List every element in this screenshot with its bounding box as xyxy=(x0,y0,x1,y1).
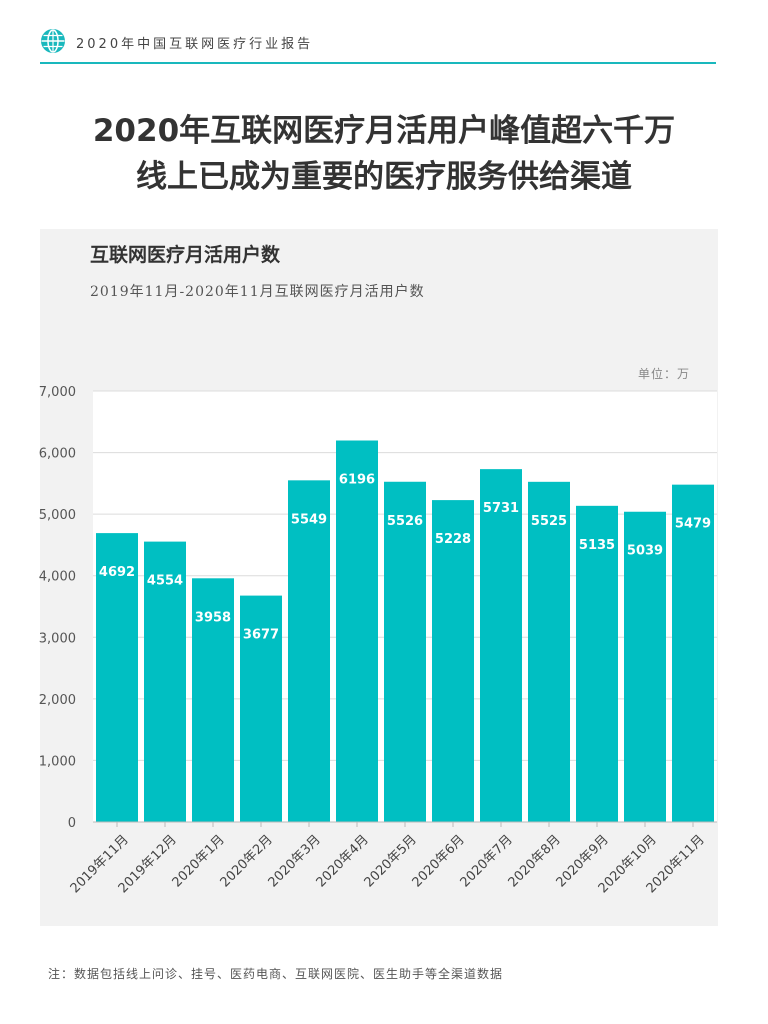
report-header: 2020年中国互联网医疗行业报告 xyxy=(40,28,716,64)
bar xyxy=(576,505,618,822)
y-tick-label: 4,000 xyxy=(39,570,76,585)
report-title: 2020年中国互联网医疗行业报告 xyxy=(76,37,314,52)
page-headline: 2020年互联网医疗月活用户峰值超六千万 线上已成为重要的医疗服务供给渠道 xyxy=(0,108,768,200)
bar xyxy=(672,484,714,822)
bar-value-label: 5526 xyxy=(387,514,423,529)
bar-value-label: 5039 xyxy=(627,544,663,559)
headline-line-1: 2020年互联网医疗月活用户峰值超六千万 xyxy=(92,113,676,149)
chart-title: 互联网医疗月活用户数 xyxy=(90,244,281,266)
globe-icon xyxy=(41,29,65,53)
y-tick-label: 2,000 xyxy=(39,693,76,708)
chart-subtitle: 2019年11月-2020年11月互联网医疗月活用户数 xyxy=(90,284,425,300)
y-tick-label: 0 xyxy=(68,816,76,831)
y-tick-label: 6,000 xyxy=(39,447,76,462)
footnote: 注：数据包括线上问诊、挂号、医药电商、互联网医院、医生助手等全渠道数据 xyxy=(48,967,504,981)
unit-label: 单位：万 xyxy=(638,367,691,381)
header-divider xyxy=(40,62,716,64)
bar xyxy=(432,500,474,822)
y-tick-label: 5,000 xyxy=(39,508,76,523)
bar-value-label: 5228 xyxy=(435,532,471,547)
y-tick-label: 7,000 xyxy=(39,385,76,400)
headline-line-2: 线上已成为重要的医疗服务供给渠道 xyxy=(136,159,632,195)
bar xyxy=(336,440,378,822)
bar xyxy=(528,481,570,822)
bar xyxy=(144,541,186,822)
bar xyxy=(624,511,666,822)
bar-value-label: 5135 xyxy=(579,538,615,553)
bar xyxy=(480,469,522,822)
bar-value-label: 5549 xyxy=(291,512,327,527)
y-tick-label: 1,000 xyxy=(39,754,76,769)
bar xyxy=(288,480,330,822)
bar xyxy=(240,595,282,822)
bar xyxy=(384,481,426,822)
bar xyxy=(96,533,138,822)
bar-value-label: 5731 xyxy=(483,501,519,516)
bar xyxy=(192,578,234,822)
bar-value-label: 3958 xyxy=(195,610,231,625)
bar-value-label: 3677 xyxy=(243,628,279,643)
bar-value-label: 4692 xyxy=(99,565,135,580)
bar-value-label: 5479 xyxy=(675,517,711,532)
bar-value-label: 6196 xyxy=(339,473,375,488)
bar-value-label: 5525 xyxy=(531,514,567,529)
bar-value-label: 4554 xyxy=(147,574,183,589)
y-tick-label: 3,000 xyxy=(39,631,76,646)
